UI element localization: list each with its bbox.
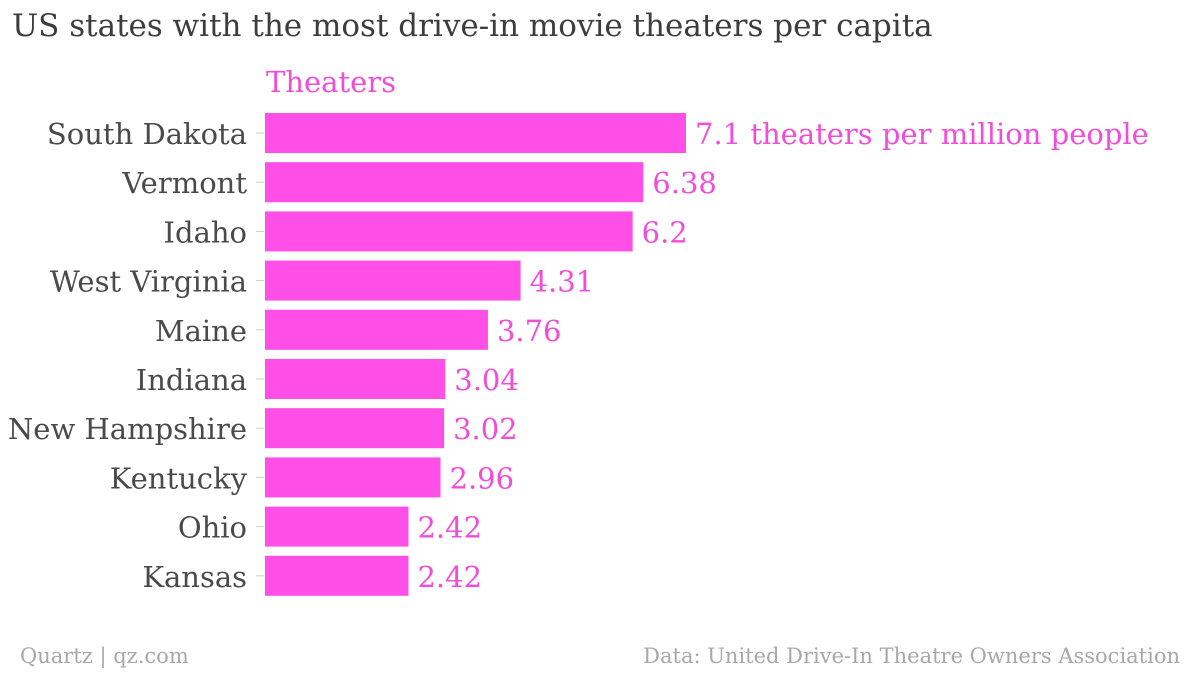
bar xyxy=(265,408,445,449)
data-label: 3.02 xyxy=(453,412,518,446)
bar xyxy=(265,211,633,252)
category-label: Ohio xyxy=(178,511,247,545)
bar xyxy=(265,506,409,547)
bar xyxy=(265,359,446,399)
bar xyxy=(265,113,686,153)
footer-data-source: Data: United Drive-In Theatre Owners Ass… xyxy=(643,644,1180,668)
data-label: 3.04 xyxy=(454,363,519,397)
footer-credit: Quartz | qz.com xyxy=(20,644,189,668)
category-label: West Virginia xyxy=(50,265,247,299)
category-label: Indiana xyxy=(136,363,247,397)
data-label: 2.96 xyxy=(450,461,515,495)
data-label: 7.1 theaters per million people xyxy=(695,117,1149,151)
category-label: Kentucky xyxy=(110,461,248,495)
data-label: 2.42 xyxy=(417,560,482,594)
bar xyxy=(265,555,409,596)
data-label: 2.42 xyxy=(417,511,482,545)
data-label: 3.76 xyxy=(497,314,562,348)
category-label: Kansas xyxy=(142,560,247,594)
data-label: 6.38 xyxy=(652,166,717,200)
category-label: Maine xyxy=(155,314,247,348)
chart-title: US states with the most drive-in movie t… xyxy=(12,8,933,44)
category-label: New Hampshire xyxy=(8,412,247,446)
data-label: 4.31 xyxy=(530,265,595,299)
category-label: Idaho xyxy=(164,215,247,249)
bar xyxy=(265,457,441,498)
bar xyxy=(265,260,521,301)
data-label: 6.2 xyxy=(642,215,688,249)
legend-series-label: Theaters xyxy=(266,65,396,99)
bar xyxy=(265,162,644,203)
category-label: South Dakota xyxy=(47,117,247,151)
category-label: Vermont xyxy=(121,166,247,200)
bar xyxy=(265,309,488,350)
